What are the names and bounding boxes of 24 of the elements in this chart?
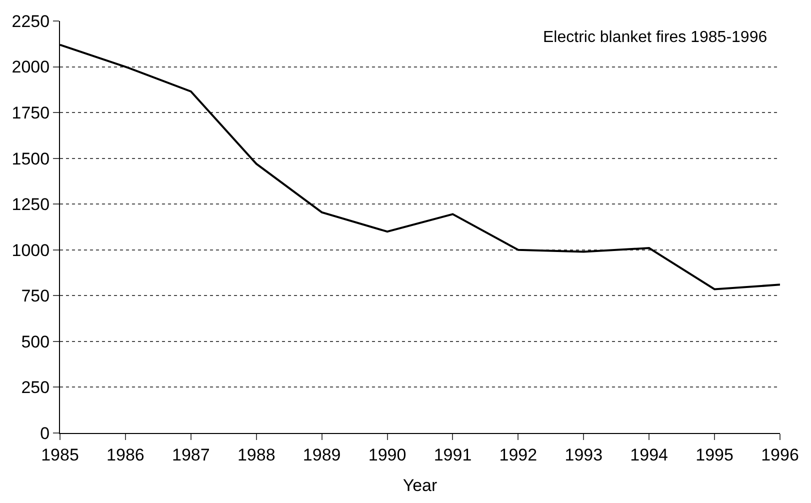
y-tick-label: 750 — [21, 286, 50, 306]
x-tick-label: 1990 — [368, 445, 406, 464]
y-tick-label: 1250 — [12, 195, 50, 214]
x-tick-label: 1989 — [302, 445, 341, 464]
x-tick-label: 1985 — [41, 445, 79, 464]
y-tick-label: 500 — [21, 332, 50, 352]
x-tick-label: 1996 — [761, 445, 799, 464]
x-tick-label: 1995 — [696, 445, 734, 464]
x-tick-label: 1993 — [564, 445, 603, 464]
x-tick-label: 1986 — [106, 445, 144, 464]
x-tick-label: 1992 — [499, 445, 538, 464]
x-tick-label: 1988 — [237, 445, 276, 464]
y-tick-label: 1500 — [12, 149, 50, 168]
y-tick-label: 250 — [21, 378, 50, 398]
x-tick-label: 1987 — [172, 445, 210, 464]
y-tick-label: 1750 — [12, 104, 50, 123]
x-tick-label: 1994 — [630, 445, 668, 464]
y-tick-label: 2000 — [12, 58, 50, 77]
y-tick-label: 1000 — [12, 240, 50, 260]
x-tick-label: 1991 — [434, 445, 472, 464]
y-tick-label: 2250 — [12, 12, 50, 31]
x-axis-title: Year — [402, 476, 438, 495]
y-tick-label: 0 — [40, 424, 50, 443]
annotation: Electric blanket fires 1985-1996 — [543, 29, 768, 46]
